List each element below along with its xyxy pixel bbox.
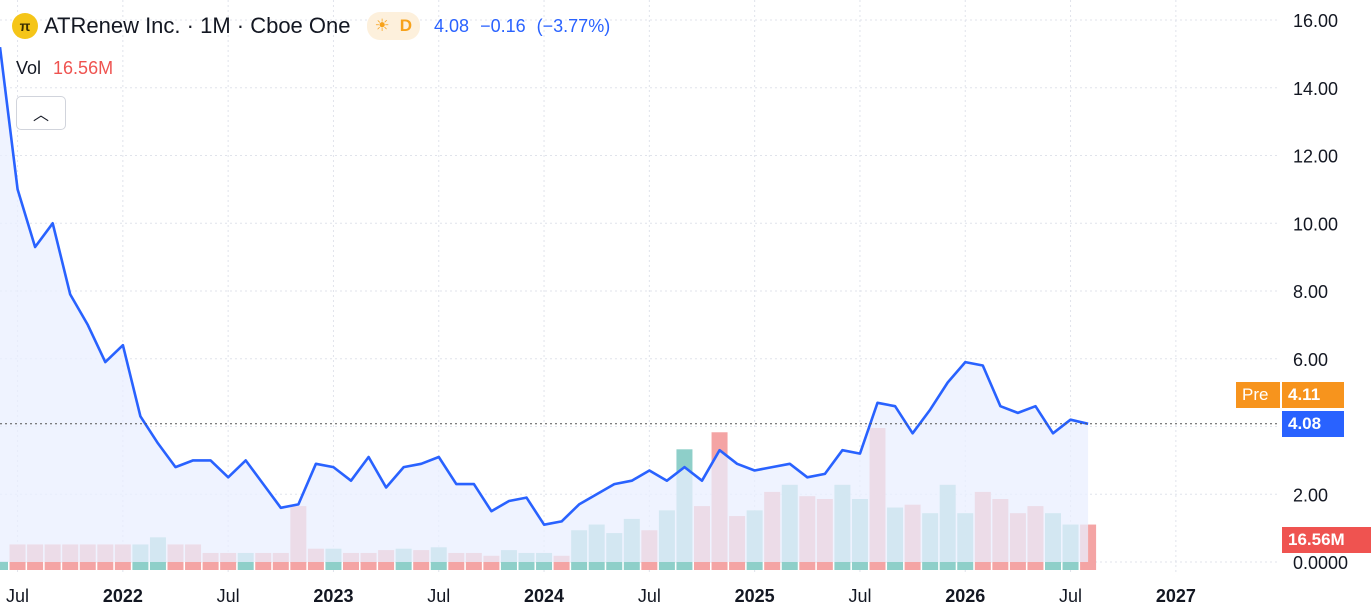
x-tick-label: 2025 bbox=[735, 586, 775, 606]
last-price: 4.08 bbox=[434, 15, 470, 36]
price-change-pct: (−3.77%) bbox=[536, 15, 611, 36]
price-area-fill bbox=[0, 47, 1089, 563]
y-tick-label: 2.00 bbox=[1293, 485, 1328, 505]
x-tick-label: Jul bbox=[427, 586, 450, 606]
chart-legend: π ATRenew Inc. · 1M · Cboe One ☀ D 4.08 … bbox=[12, 12, 610, 40]
y-tick-label: 0.0000 bbox=[1293, 553, 1348, 573]
y-tick-label: 6.00 bbox=[1293, 350, 1328, 370]
volume-legend: Vol 16.56M bbox=[16, 58, 113, 79]
x-tick-label: Jul bbox=[1059, 586, 1082, 606]
y-tick-label: 12.00 bbox=[1293, 147, 1338, 167]
quote-values: 4.08 −0.16 (−3.77%) bbox=[434, 16, 610, 37]
volume-bar bbox=[0, 561, 8, 570]
y-tick-label: 8.00 bbox=[1293, 282, 1328, 302]
company-logo[interactable]: π bbox=[12, 13, 38, 39]
pre-market-value-tag: 4.11 bbox=[1282, 382, 1344, 408]
pre-market-label-tag: Pre bbox=[1236, 382, 1280, 408]
x-tick-label: 2024 bbox=[524, 586, 564, 606]
y-axis: 0.00002.004.006.008.0010.0012.0014.0016.… bbox=[1293, 11, 1348, 573]
x-tick-label: 2026 bbox=[945, 586, 985, 606]
symbol-title[interactable]: ATRenew Inc. · 1M · Cboe One bbox=[44, 13, 351, 38]
x-tick-label: Jul bbox=[848, 586, 871, 606]
volume-value: 16.56M bbox=[53, 58, 114, 78]
volume-label: Vol bbox=[16, 58, 42, 78]
session-indicator[interactable]: ☀ D bbox=[366, 12, 421, 40]
x-tick-label: 2022 bbox=[103, 586, 143, 606]
last-price-tag: 4.08 bbox=[1282, 411, 1344, 437]
x-tick-label: 2027 bbox=[1156, 586, 1196, 606]
x-tick-label: Jul bbox=[217, 586, 240, 606]
y-tick-label: 10.00 bbox=[1293, 214, 1338, 234]
price-change: −0.16 bbox=[480, 15, 526, 36]
x-tick-label: Jul bbox=[638, 586, 661, 606]
volume-value-tag: 16.56M bbox=[1282, 527, 1371, 553]
x-tick-label: Jul bbox=[6, 586, 29, 606]
x-axis: Jul 2022 Jul 2023 Jul 2024 Jul 2025 Jul 2026 Jul 20… bbox=[6, 586, 1196, 606]
delay-badge: D bbox=[399, 16, 413, 35]
y-tick-label: 14.00 bbox=[1293, 79, 1338, 99]
collapse-legend-button[interactable]: ︿ bbox=[16, 96, 66, 130]
sun-icon: ☀ bbox=[374, 16, 390, 35]
y-tick-label: 16.00 bbox=[1293, 11, 1338, 31]
x-tick-label: 2023 bbox=[313, 586, 353, 606]
chevron-up-icon: ︿ bbox=[32, 107, 49, 124]
